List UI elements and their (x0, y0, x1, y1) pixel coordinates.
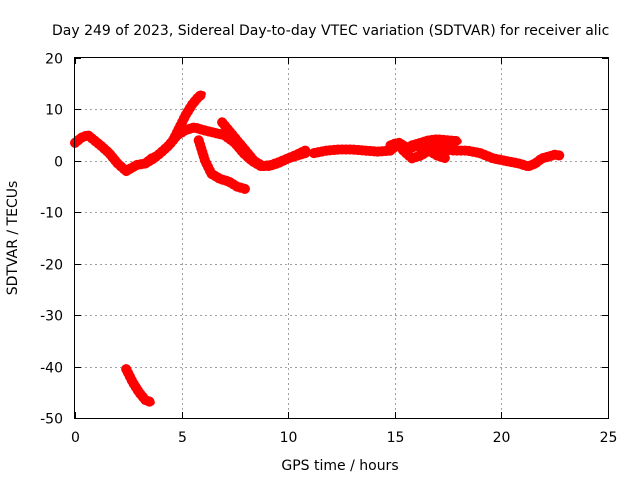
x-tick-label: 20 (493, 430, 511, 446)
y-axis-label: SDTVAR / TECUs (5, 181, 21, 296)
series-marks-trace-7 (385, 137, 451, 164)
y-tick-label: -40 (40, 361, 63, 377)
x-tick-label: 10 (280, 430, 298, 446)
y-tick-label: 0 (54, 155, 63, 171)
series-marks-trace-4 (193, 135, 251, 195)
chart-title: Day 249 of 2023, Sidereal Day-to-day VTE… (52, 23, 609, 39)
x-tick-label: 25 (600, 430, 618, 446)
y-tick-label: -20 (40, 258, 63, 274)
y-tick-label: 20 (45, 52, 63, 68)
x-tick-label: 15 (387, 430, 405, 446)
series-marks-trace-9 (524, 149, 567, 171)
grid-lines (75, 58, 608, 418)
x-axis-label: GPS time / hours (281, 458, 398, 474)
series-marks-trace-10 (121, 364, 157, 408)
axis-ticks: 0 5 10 15 20 25 -50 -40 -30 -20 -10 0 10 20 (40, 52, 617, 447)
series-marks-trace-5 (217, 117, 311, 171)
data-series (70, 89, 567, 408)
y-tick-label: -10 (40, 206, 63, 222)
y-tick-label: -50 (40, 412, 63, 428)
x-tick-label: 5 (178, 430, 187, 446)
x-tick-label: 0 (71, 430, 80, 446)
series-marks-trace-3 (168, 89, 208, 146)
y-tick-label: -30 (40, 309, 63, 325)
plot-frame (74, 57, 609, 419)
series-marks-trace-8 (406, 134, 464, 151)
y-tick-label: 10 (45, 103, 63, 119)
